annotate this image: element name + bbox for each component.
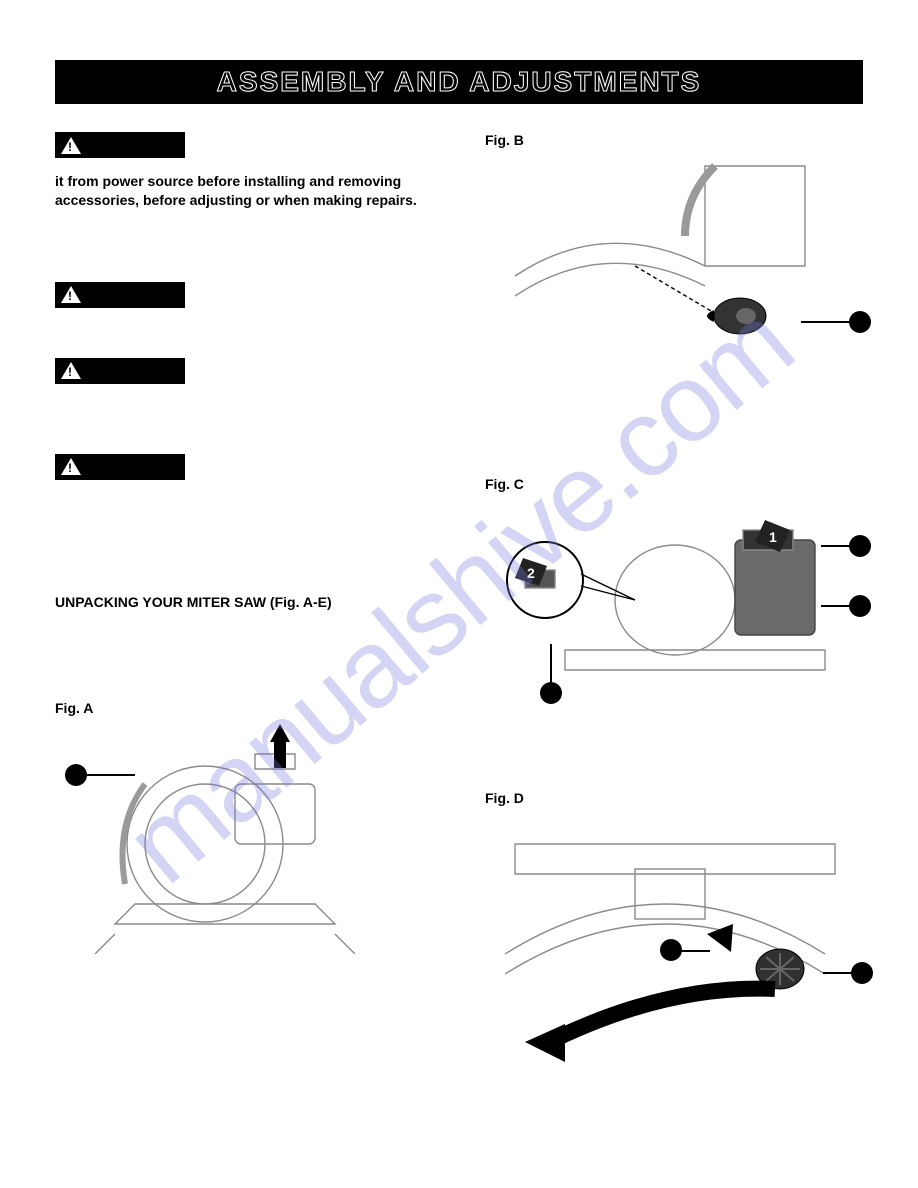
- figure-c-callout-1-line: [821, 545, 851, 547]
- figure-c-callout-1: [849, 535, 871, 557]
- figure-c-image: 1 2: [485, 500, 865, 700]
- warning-badge-2: [55, 282, 185, 308]
- figure-d-callout-1-line: [680, 950, 710, 952]
- figure-d-label: Fig. D: [485, 790, 865, 806]
- figure-a-image: [55, 724, 455, 954]
- figure-d-image: [485, 814, 865, 1064]
- two-column-layout: it from power source before installing a…: [55, 132, 863, 1094]
- figure-a-svg: [55, 724, 395, 954]
- right-column: Fig. B: [485, 132, 865, 1094]
- left-column: it from power source before installing a…: [55, 132, 455, 1094]
- figure-c-svg: 1 2: [485, 500, 865, 700]
- page-title-bar: ASSEMBLY AND ADJUSTMENTS: [55, 60, 863, 104]
- figure-c-callout-2: [849, 595, 871, 617]
- figure-d-callout-1: [660, 939, 682, 961]
- figure-a-block: Fig. A: [55, 700, 455, 954]
- figure-b-label: Fig. B: [485, 132, 865, 148]
- figure-c-callout-2-line: [821, 605, 851, 607]
- figure-c-callout-3: [540, 682, 562, 704]
- unpacking-heading: UNPACKING YOUR MITER SAW (Fig. A-E): [55, 594, 455, 610]
- figure-c-label: Fig. C: [485, 476, 865, 492]
- warning-triangle-icon: [61, 458, 81, 475]
- figure-d-callout-2-line: [823, 972, 853, 974]
- figure-d-block: Fig. D: [485, 790, 865, 1064]
- figure-b-callout: [849, 311, 871, 333]
- figure-c-block: Fig. C: [485, 476, 865, 700]
- warning-triangle-icon: [61, 286, 81, 303]
- svg-text:2: 2: [527, 565, 535, 581]
- figure-b-image: [485, 156, 865, 366]
- warning-triangle-icon: [61, 362, 81, 379]
- figure-b-callout-line: [801, 321, 851, 323]
- warning-triangle-icon: [61, 137, 81, 154]
- svg-text:1: 1: [769, 529, 777, 545]
- figure-b-block: Fig. B: [485, 132, 865, 366]
- figure-a-label: Fig. A: [55, 700, 455, 716]
- figure-a-callout: [65, 764, 87, 786]
- figure-b-svg: [485, 156, 845, 366]
- warning-badge-3: [55, 358, 185, 384]
- warning-badge-1: [55, 132, 185, 158]
- figure-d-callout-2: [851, 962, 873, 984]
- warning-1-text: it from power source before installing a…: [55, 172, 455, 210]
- figure-a-callout-line: [85, 774, 135, 776]
- figure-c-callout-3-line: [550, 644, 552, 684]
- page-title-text: ASSEMBLY AND ADJUSTMENTS: [217, 66, 702, 97]
- warning-badge-4: [55, 454, 185, 480]
